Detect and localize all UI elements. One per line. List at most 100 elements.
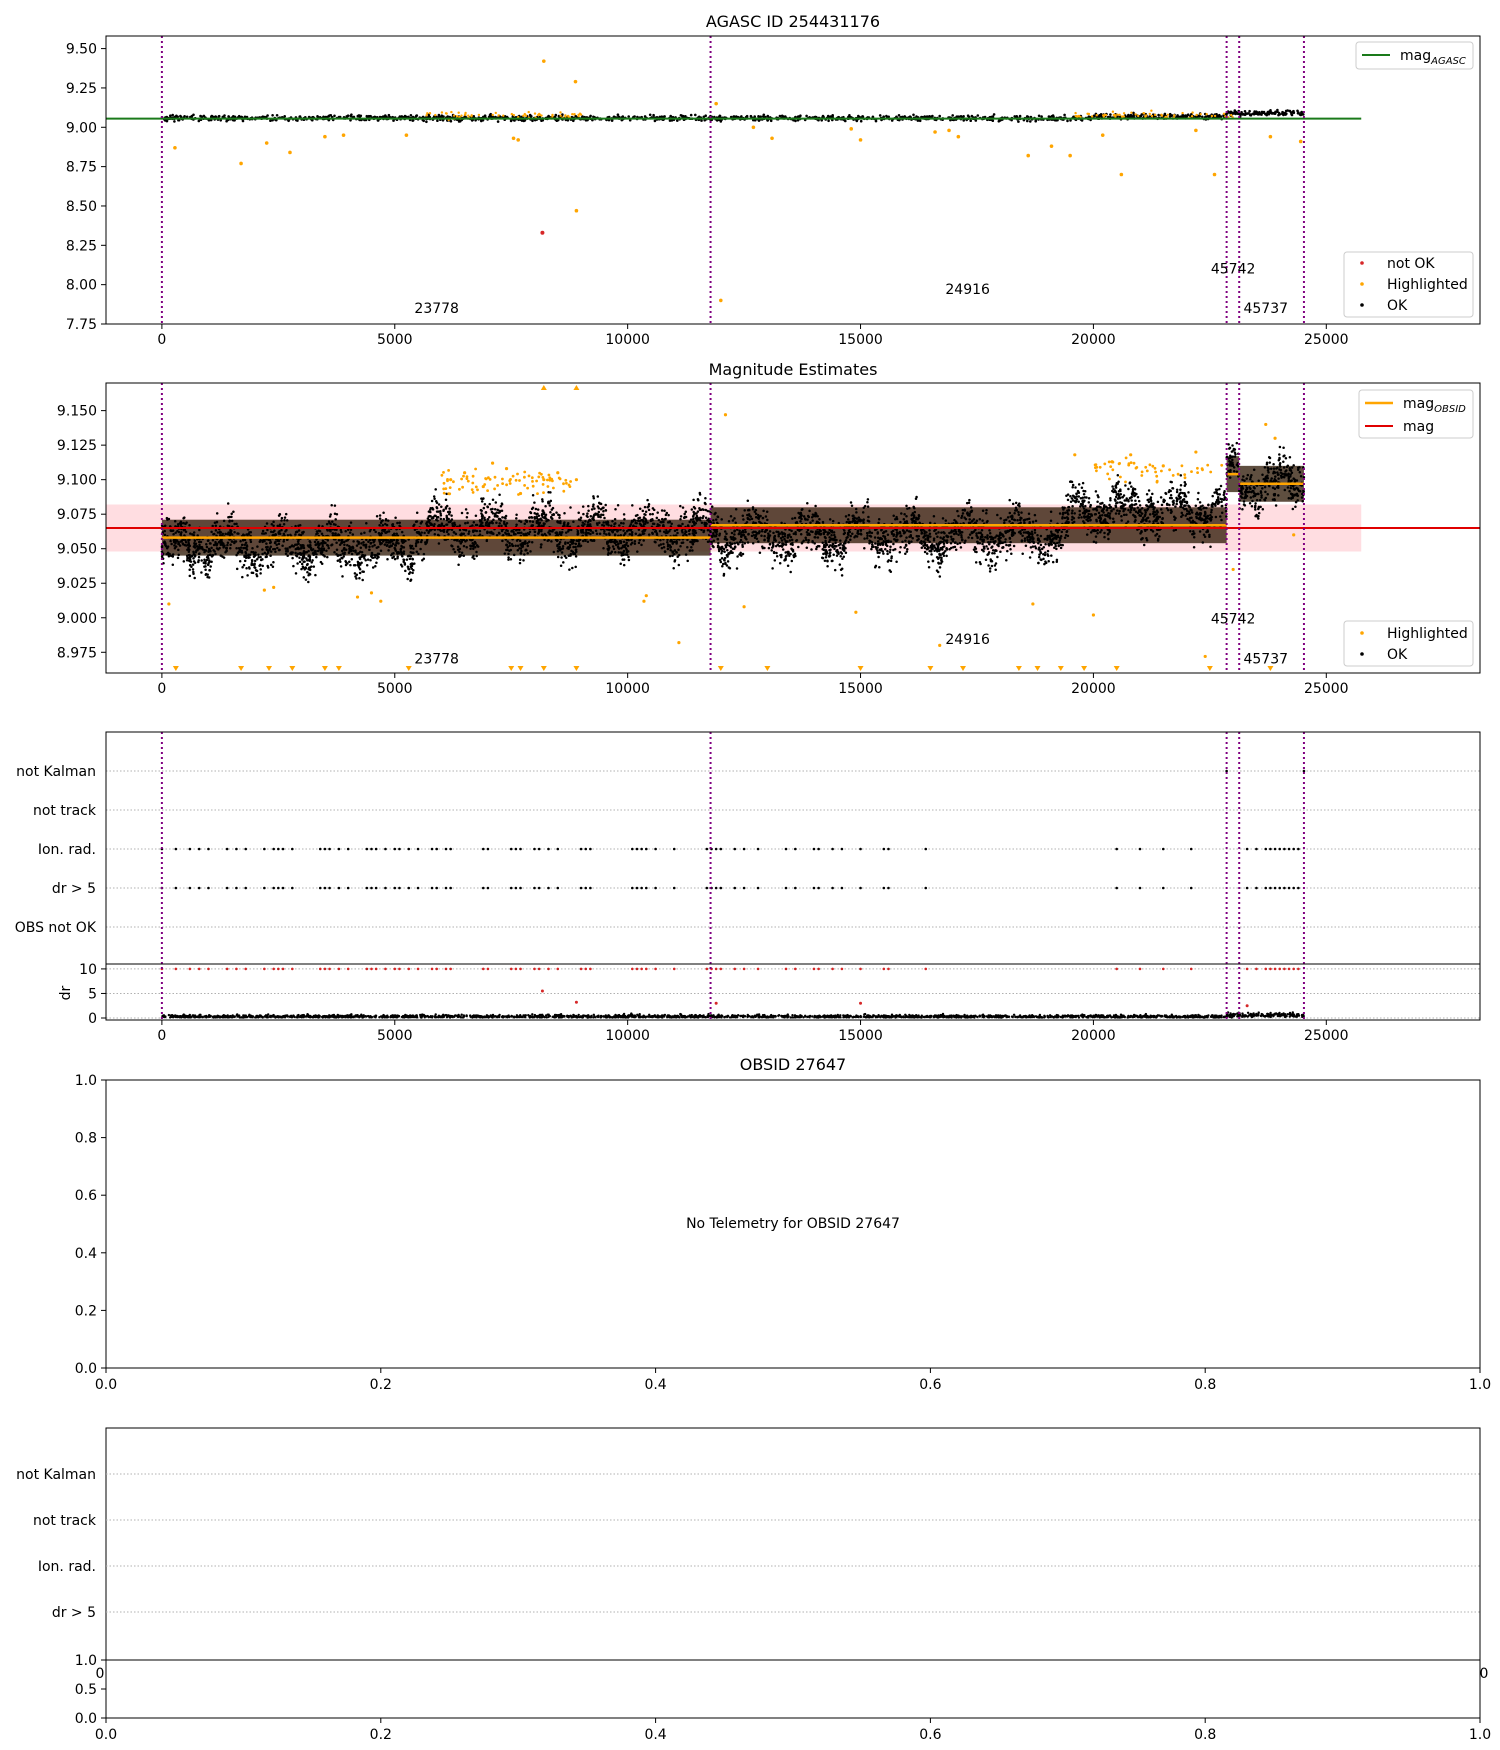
ok-point xyxy=(603,516,606,520)
ok-point xyxy=(328,114,331,117)
highlighted-point xyxy=(559,111,562,114)
ok-point xyxy=(1085,533,1089,536)
ok-point xyxy=(938,114,941,118)
ok-point xyxy=(1140,113,1143,116)
ok-point xyxy=(962,115,965,118)
ok-point xyxy=(173,120,176,123)
ok-point xyxy=(534,507,538,511)
ok-point xyxy=(1032,540,1035,543)
ok-point xyxy=(400,538,404,541)
ok-point xyxy=(1073,512,1076,515)
ok-point xyxy=(1114,499,1117,502)
ok-point xyxy=(847,513,851,517)
ok-point xyxy=(331,532,334,535)
ok-point xyxy=(480,512,483,515)
ok-point xyxy=(544,505,547,508)
ok-point xyxy=(214,524,218,527)
ok-point xyxy=(479,523,483,526)
ok-point xyxy=(767,532,770,535)
ok-point xyxy=(702,115,706,119)
ok-point xyxy=(944,519,948,522)
ok-point xyxy=(391,542,395,545)
ok-point xyxy=(932,537,936,540)
ok-point xyxy=(729,535,733,539)
ok-point xyxy=(467,532,470,535)
ok-point xyxy=(379,521,383,524)
ok-point xyxy=(176,556,180,560)
ok-point xyxy=(651,507,655,510)
ok-point xyxy=(781,535,785,539)
ok-point xyxy=(1250,473,1253,477)
ok-point xyxy=(844,546,847,550)
ok-point xyxy=(163,533,167,537)
ok-point xyxy=(868,541,871,545)
ok-point xyxy=(188,524,191,527)
ok-point xyxy=(245,548,249,551)
ok-point xyxy=(1241,113,1245,116)
ok-point xyxy=(1232,466,1236,469)
ok-point xyxy=(453,550,457,554)
ok-point xyxy=(363,554,367,557)
ok-point xyxy=(315,553,318,556)
ok-point xyxy=(597,510,601,514)
highlighted-point xyxy=(1103,113,1107,117)
ok-point xyxy=(408,557,412,561)
ok-point xyxy=(1289,473,1292,476)
ok-point xyxy=(1040,547,1044,551)
ok-point xyxy=(1292,477,1295,480)
ok-point xyxy=(607,544,610,548)
ok-point xyxy=(1151,492,1154,496)
ok-point xyxy=(1082,492,1086,496)
ok-point xyxy=(361,578,364,582)
ok-point xyxy=(788,528,791,532)
ok-point xyxy=(333,504,337,507)
ok-point xyxy=(935,542,938,546)
ok-point xyxy=(237,532,240,535)
ok-point xyxy=(703,501,707,505)
ok-point xyxy=(271,565,275,569)
ok-point xyxy=(1276,110,1279,113)
ok-point xyxy=(766,518,769,522)
ok-point xyxy=(1064,533,1068,537)
ok-point xyxy=(488,515,491,519)
ok-point xyxy=(1170,114,1174,117)
ok-point xyxy=(623,553,627,556)
ok-point xyxy=(869,535,873,538)
ok-point xyxy=(688,532,691,536)
ok-point xyxy=(1210,515,1214,519)
ok-point xyxy=(619,562,622,565)
ok-point xyxy=(345,115,349,118)
legend-highlighted-label: Highlighted xyxy=(1387,277,1468,293)
ok-point xyxy=(597,513,600,517)
ok-point xyxy=(1159,508,1163,511)
ok-point xyxy=(475,554,478,558)
ok-point xyxy=(549,510,552,514)
ok-point xyxy=(1132,114,1135,118)
ok-point xyxy=(818,528,821,532)
ok-point xyxy=(882,552,885,555)
ok-point xyxy=(777,530,780,534)
ok-point xyxy=(503,552,507,555)
ok-point xyxy=(440,522,444,525)
ok-point xyxy=(548,529,551,532)
ok-point xyxy=(239,546,243,549)
ok-point xyxy=(800,508,804,512)
ok-point xyxy=(261,529,265,533)
ok-point xyxy=(1269,467,1273,471)
ok-point xyxy=(997,538,1001,541)
ok-point xyxy=(911,521,914,524)
highlighted-point xyxy=(1164,115,1167,119)
y-tick-label: 9.50 xyxy=(66,42,97,58)
ok-point xyxy=(662,546,666,549)
ok-point xyxy=(783,559,786,562)
ok-point xyxy=(953,541,957,545)
ok-point xyxy=(1144,511,1147,514)
ok-point xyxy=(294,533,297,536)
ok-point xyxy=(960,531,964,534)
ok-point xyxy=(531,493,535,497)
ok-point xyxy=(846,535,849,539)
ok-point xyxy=(630,538,633,542)
ok-point xyxy=(1296,468,1300,472)
ok-point xyxy=(926,545,930,549)
